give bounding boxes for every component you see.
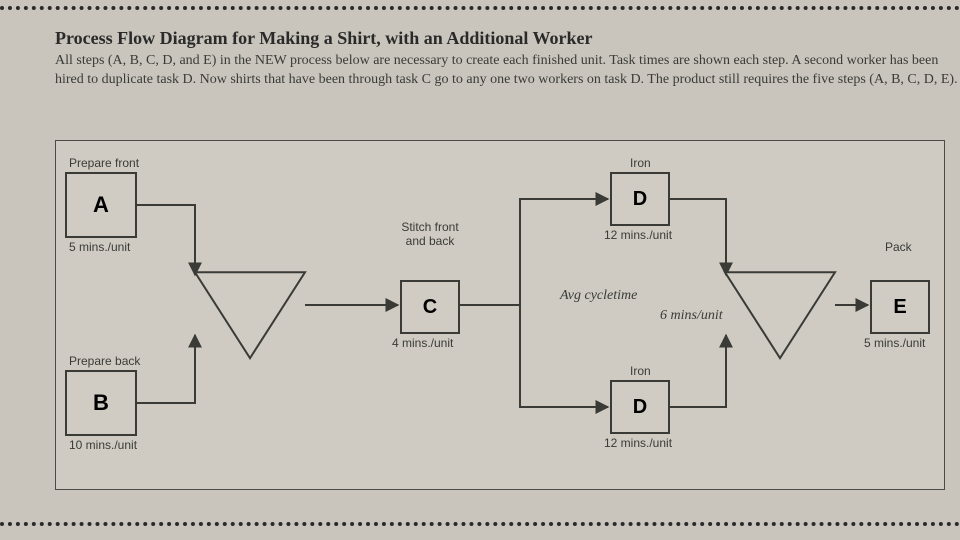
box-label-iron-2: Iron bbox=[630, 364, 651, 378]
flow-edge bbox=[137, 335, 195, 403]
box-title-stitch: Stitch front and back bbox=[390, 220, 470, 249]
process-box-b: B Prepare back 10 mins./unit bbox=[65, 370, 137, 436]
process-box-c: C 4 mins./unit bbox=[400, 280, 460, 334]
box-letter: C bbox=[423, 296, 437, 319]
box-time-b: 10 mins./unit bbox=[69, 438, 137, 452]
box-letter: B bbox=[93, 390, 109, 416]
process-box-d2: D Iron 12 mins./unit bbox=[610, 380, 670, 434]
box-time-a: 5 mins./unit bbox=[69, 240, 130, 254]
box-label-iron-1: Iron bbox=[630, 156, 651, 170]
box-time-d1: 12 mins./unit bbox=[604, 228, 672, 242]
box-letter: D bbox=[633, 396, 647, 419]
buffer-triangle bbox=[725, 272, 835, 358]
box-label-prepare-back: Prepare back bbox=[69, 354, 140, 368]
process-box-a: A Prepare front 5 mins./unit bbox=[65, 172, 137, 238]
handwritten-6mins: 6 mins/unit bbox=[660, 308, 723, 324]
box-time-c: 4 mins./unit bbox=[392, 336, 453, 350]
process-box-d1: D Iron 12 mins./unit bbox=[610, 172, 670, 226]
box-time-e: 5 mins./unit bbox=[864, 336, 925, 350]
box-letter: E bbox=[893, 296, 906, 319]
box-title-stitch-text: Stitch front and back bbox=[401, 220, 458, 248]
flow-edge bbox=[670, 199, 726, 275]
box-label-pack: Pack bbox=[885, 240, 912, 254]
flow-svg bbox=[0, 0, 960, 540]
buffer-triangle bbox=[195, 272, 305, 358]
process-box-e: E 5 mins./unit bbox=[870, 280, 930, 334]
box-label-prepare-front: Prepare front bbox=[69, 156, 139, 170]
handwritten-avg-cycletime: Avg cycletime bbox=[560, 288, 637, 304]
box-time-d2: 12 mins./unit bbox=[604, 436, 672, 450]
box-letter: D bbox=[633, 188, 647, 211]
box-letter: A bbox=[93, 192, 109, 218]
flow-edge bbox=[137, 205, 195, 275]
flow-edge bbox=[670, 335, 726, 407]
flow-edge bbox=[460, 305, 608, 407]
